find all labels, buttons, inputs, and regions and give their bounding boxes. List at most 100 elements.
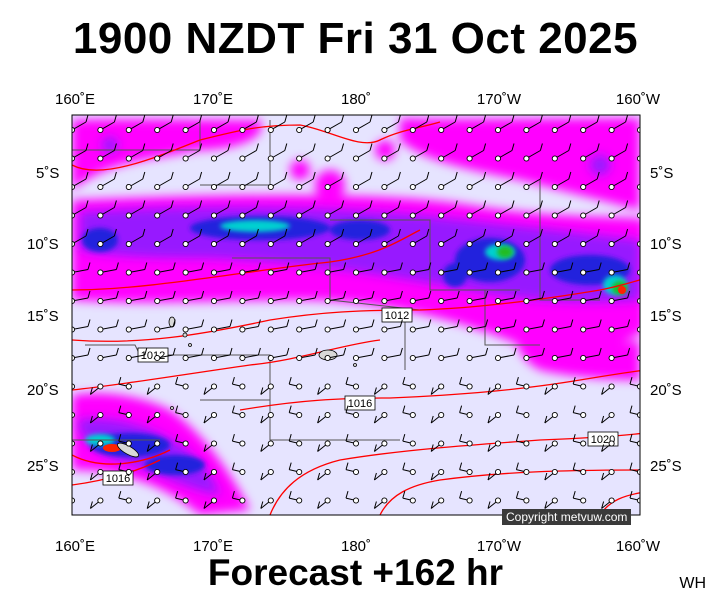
wind-barb-flag bbox=[314, 319, 318, 327]
wind-barb-flag bbox=[369, 228, 373, 237]
station-circle bbox=[210, 155, 218, 162]
rain-area-northeast bbox=[400, 118, 640, 210]
wind-barb-flag bbox=[201, 319, 205, 327]
lat-label-right-20s: 20˚S bbox=[650, 382, 682, 399]
station-circle bbox=[352, 468, 360, 476]
wind-barb-flag bbox=[227, 171, 231, 180]
wind-barb-flag bbox=[596, 115, 600, 123]
station-circle bbox=[239, 269, 246, 276]
wind-barb-flag bbox=[459, 433, 463, 442]
lat-label-left-5s: 5˚S bbox=[36, 165, 60, 182]
wind-barb-flag bbox=[288, 376, 292, 385]
station-circle bbox=[324, 212, 331, 219]
isobars bbox=[72, 121, 640, 515]
station-circle bbox=[494, 497, 502, 504]
station-circle bbox=[381, 497, 388, 504]
station-circle bbox=[551, 326, 558, 333]
wind-barb-flag bbox=[456, 290, 460, 299]
station-circle bbox=[182, 354, 189, 362]
station-circle bbox=[608, 212, 615, 219]
wind-barb-flag bbox=[175, 490, 179, 499]
wind-barb-flag bbox=[397, 143, 401, 151]
wind-barb-flag bbox=[85, 228, 89, 237]
wind-barb-flag bbox=[541, 319, 545, 327]
wind-barbs bbox=[72, 115, 656, 509]
station-circle bbox=[608, 497, 615, 504]
station-circle bbox=[494, 411, 502, 419]
wind-barb-flag bbox=[113, 228, 117, 237]
wind-barb-flag bbox=[229, 319, 233, 327]
station-circle bbox=[551, 297, 558, 305]
wind-barb-flag bbox=[485, 347, 489, 356]
wind-barb-flag bbox=[343, 290, 347, 299]
wind-barb-flag bbox=[341, 115, 345, 123]
station-circle bbox=[523, 468, 530, 476]
station-circle bbox=[551, 183, 558, 191]
station-circle bbox=[608, 440, 615, 447]
lon-label-top-160e: 160˚E bbox=[54, 91, 96, 108]
rain-cell-green-1 bbox=[497, 246, 513, 258]
station-circle bbox=[210, 183, 218, 191]
lon-label-bottom-160e: 160˚E bbox=[54, 538, 96, 555]
station-circle bbox=[580, 183, 587, 191]
wind-barb-flag bbox=[430, 444, 434, 452]
station-circle bbox=[608, 411, 615, 419]
lon-label-top-170w: 170˚W bbox=[476, 91, 522, 108]
station-circle bbox=[551, 269, 558, 276]
station-circle bbox=[125, 240, 132, 248]
wind-barb-flag bbox=[288, 433, 292, 442]
station-circle bbox=[608, 155, 615, 162]
station-circle bbox=[494, 155, 502, 162]
station-circle bbox=[438, 468, 445, 476]
station-circle bbox=[466, 497, 473, 504]
wind-barb-flag bbox=[402, 490, 406, 499]
wind-barb-flag bbox=[570, 347, 574, 356]
station-circle bbox=[381, 383, 388, 390]
station-circle bbox=[239, 354, 246, 362]
wind-barb-flag bbox=[229, 347, 233, 356]
wind-barb-flag bbox=[146, 501, 150, 509]
station-circle bbox=[636, 440, 640, 447]
wind-barb-flag bbox=[654, 229, 656, 236]
wind-barb-flag bbox=[454, 115, 458, 123]
wind-barb-flag bbox=[341, 228, 345, 237]
wind-barb-flag bbox=[454, 200, 458, 208]
wind-barb-flag bbox=[572, 376, 576, 385]
station-circle bbox=[267, 497, 274, 504]
wind-barb-flag bbox=[255, 200, 259, 208]
station-circle bbox=[210, 240, 218, 248]
station-circle bbox=[154, 212, 161, 219]
station-circle bbox=[636, 212, 640, 219]
wind-barb-flag bbox=[146, 444, 150, 452]
wind-barb bbox=[639, 357, 640, 358]
wind-barb-flag bbox=[513, 347, 517, 356]
station-circle bbox=[409, 440, 416, 447]
wind-barb-flag bbox=[341, 143, 345, 151]
station-circle bbox=[154, 468, 161, 476]
station-circle bbox=[154, 326, 161, 333]
wind-barb-flag bbox=[397, 200, 401, 208]
station-circle bbox=[97, 183, 104, 191]
station-circle bbox=[409, 240, 416, 248]
station-circle bbox=[239, 440, 246, 447]
wind-barb-flag bbox=[629, 462, 633, 470]
wind-barb-flag bbox=[113, 171, 117, 180]
station-circle bbox=[523, 297, 530, 305]
station-circle bbox=[352, 183, 360, 191]
wind-barb-flag bbox=[513, 319, 517, 327]
wind-barb-flag bbox=[175, 462, 179, 470]
wind-barb-flag bbox=[227, 143, 231, 151]
station-circle bbox=[551, 126, 558, 134]
station-circle bbox=[324, 155, 331, 162]
station-circle bbox=[551, 240, 558, 248]
wind-barb-flag bbox=[402, 433, 406, 442]
wind-barb-flag bbox=[373, 415, 377, 424]
station-circle bbox=[239, 183, 246, 191]
station-circle bbox=[381, 297, 388, 305]
wind-barb-flag bbox=[142, 200, 146, 208]
isobar-label-1012-a: 1012 bbox=[385, 310, 409, 322]
station-circle bbox=[239, 297, 246, 305]
station-circle bbox=[267, 183, 274, 191]
wind-barb-flag bbox=[373, 472, 377, 481]
wind-barb-flag bbox=[89, 415, 93, 424]
